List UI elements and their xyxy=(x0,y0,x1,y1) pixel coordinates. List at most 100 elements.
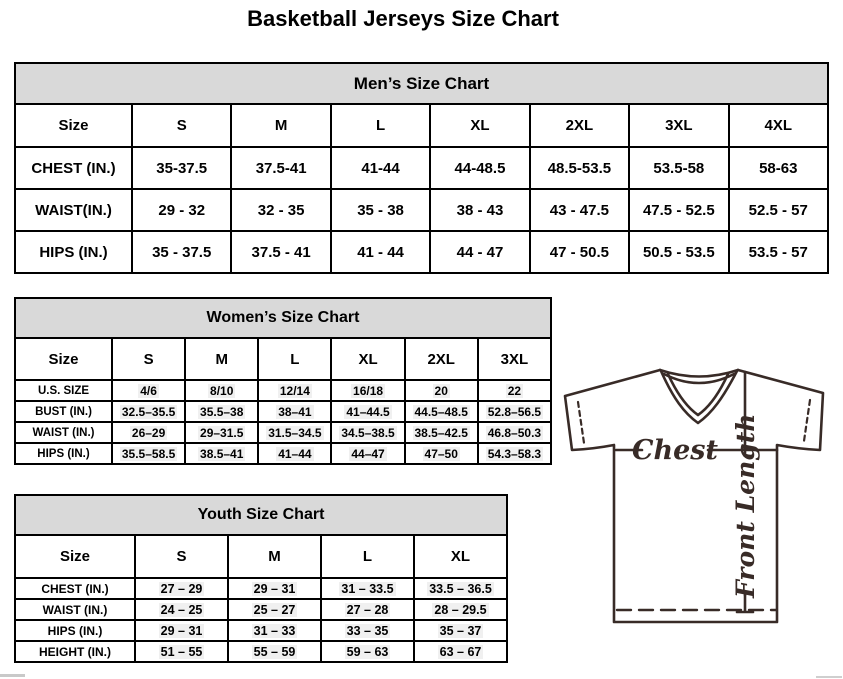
row-label: HIPS (IN.) xyxy=(14,230,133,274)
column-header-l: L xyxy=(257,337,333,381)
table-cell: 34.5–38.5 xyxy=(330,421,406,444)
table-cell: 35 - 37.5 xyxy=(130,230,233,274)
table-cell: 41–44.5 xyxy=(330,400,406,423)
table-title: Men’s Size Chart xyxy=(14,62,829,105)
row-label: BUST (IN.) xyxy=(14,400,113,423)
table-cell: 24 – 25 xyxy=(134,598,229,621)
table-cell: 53.5 - 57 xyxy=(727,230,830,274)
table-cell: 28 – 29.5 xyxy=(413,598,508,621)
table-cell: 35 - 38 xyxy=(329,188,432,232)
table-cell: 47 - 50.5 xyxy=(528,230,631,274)
left-sleeve-dashed-seam xyxy=(576,400,586,445)
column-header-3xl: 3XL xyxy=(476,337,553,381)
table-row: HIPS (IN.) 29 – 31 31 – 33 33 – 35 35 – 37 xyxy=(14,619,508,642)
table-cell: 8/10 xyxy=(184,379,260,402)
row-label: HIPS (IN.) xyxy=(14,442,113,465)
table-cell: 27 – 28 xyxy=(320,598,415,621)
row-label: CHEST (IN.) xyxy=(14,146,133,190)
womens-size-table: Women’s Size Chart Size S M L XL 2XL 3XL U.S. SI… xyxy=(14,297,553,465)
table-cell: 35.5–58.5 xyxy=(110,442,187,465)
table-cell: 27 – 29 xyxy=(134,577,229,600)
table-row: U.S. SIZE 4/6 8/10 12/14 16/18 20 22 xyxy=(14,379,553,402)
table-cell: 43 - 47.5 xyxy=(528,188,631,232)
table-cell: 35.5–38 xyxy=(184,400,260,423)
table-cell: 52.5 - 57 xyxy=(727,188,830,232)
table-cell: 29–31.5 xyxy=(184,421,260,444)
column-header-2xl: 2XL xyxy=(403,337,479,381)
column-header-xl: XL xyxy=(413,534,508,579)
row-label: WAIST (IN.) xyxy=(14,421,113,444)
table-row: HIPS (IN.) 35.5–58.5 38.5–41 41–44 44–47 47–5… xyxy=(14,442,553,465)
table-cell: 58-63 xyxy=(727,146,830,190)
table-cell: 50.5 - 53.5 xyxy=(628,230,730,274)
table-row: CHEST (IN.) 35-37.5 37.5-41 41-44 44-48.5 48.… xyxy=(14,146,830,190)
page-title: Basketball Jerseys Size Chart xyxy=(247,6,559,31)
column-header-s: S xyxy=(130,103,233,148)
table-cell: 54.3–58.3 xyxy=(476,442,553,465)
right-sleeve-dashed-seam xyxy=(802,398,812,443)
women-title-row: Women’s Size Chart xyxy=(14,297,552,339)
table-cell: 33.5 – 36.5 xyxy=(413,577,508,600)
column-header-m: M xyxy=(227,534,322,579)
row-label: CHEST (IN.) xyxy=(14,577,136,600)
table-cell: 38 - 43 xyxy=(429,188,531,232)
column-header-m: M xyxy=(230,103,332,148)
table-title: Women’s Size Chart xyxy=(14,297,552,339)
table-cell: 52.8–56.5 xyxy=(476,400,553,423)
table-cell: 31 – 33.5 xyxy=(320,577,415,600)
youth-column-header-row: Size S M L XL xyxy=(14,534,508,579)
table-cell: 44.5–48.5 xyxy=(403,400,479,423)
front-length-line xyxy=(735,370,755,614)
table-title: Youth Size Chart xyxy=(14,494,508,536)
table-cell: 44–47 xyxy=(330,442,406,465)
table-cell: 53.5-58 xyxy=(628,146,730,190)
table-cell: 37.5-41 xyxy=(230,146,332,190)
table-cell: 35-37.5 xyxy=(130,146,233,190)
column-header-xl: XL xyxy=(330,337,406,381)
vneck-outer xyxy=(659,369,739,425)
table-cell: 33 – 35 xyxy=(320,619,415,642)
table-cell: 16/18 xyxy=(330,379,406,402)
table-row: CHEST (IN.) 27 – 29 29 – 31 31 – 33.5 33.5 –… xyxy=(14,577,508,600)
table-cell: 41 - 44 xyxy=(329,230,432,274)
row-label: HIPS (IN.) xyxy=(14,619,136,642)
horizontal-scrollbar-fragment[interactable] xyxy=(0,674,25,677)
column-header-l: L xyxy=(320,534,415,579)
youth-size-table: Youth Size Chart Size S M L XL CHEST (IN.) 27 –… xyxy=(14,494,508,663)
table-cell: 22 xyxy=(476,379,553,402)
table-cell: 32 - 35 xyxy=(230,188,332,232)
table-cell: 41-44 xyxy=(329,146,432,190)
table-cell: 29 - 32 xyxy=(130,188,233,232)
collar-back-arc-outer xyxy=(658,368,740,378)
table-row: HIPS (IN.) 35 - 37.5 37.5 - 41 41 - 44 44 - … xyxy=(14,230,830,274)
table-cell: 32.5–35.5 xyxy=(110,400,187,423)
page-edge-fragment xyxy=(816,676,842,678)
table-cell: 44-48.5 xyxy=(429,146,531,190)
table-cell: 59 – 63 xyxy=(320,640,415,663)
row-label: U.S. SIZE xyxy=(14,379,113,402)
column-header-l: L xyxy=(329,103,432,148)
column-header-2xl: 2XL xyxy=(528,103,631,148)
table-row: WAIST(IN.) 29 - 32 32 - 35 35 - 38 38 - 43 43… xyxy=(14,188,830,232)
women-column-header-row: Size S M L XL 2XL 3XL xyxy=(14,337,553,381)
table-cell: 55 – 59 xyxy=(227,640,322,663)
table-row: HEIGHT (IN.) 51 – 55 55 – 59 59 – 63 63 – 67 xyxy=(14,640,508,663)
table-cell: 41–44 xyxy=(257,442,333,465)
vneck-inner xyxy=(666,372,730,417)
table-cell: 31.5–34.5 xyxy=(257,421,333,444)
jersey-outline xyxy=(563,368,825,624)
front-length-label-bg xyxy=(732,457,759,593)
column-header-4xl: 4XL xyxy=(727,103,830,148)
table-cell: 47.5 - 52.5 xyxy=(628,188,730,232)
table-cell: 38.5–41 xyxy=(184,442,260,465)
column-header-xl: XL xyxy=(429,103,531,148)
table-cell: 26–29 xyxy=(110,421,187,444)
column-header-size: Size xyxy=(14,337,113,381)
mens-size-table: Men’s Size Chart Size S M L XL 2XL 3XL 4XL CHEST … xyxy=(14,62,830,274)
table-cell: 44 - 47 xyxy=(429,230,531,274)
column-header-3xl: 3XL xyxy=(628,103,730,148)
table-cell: 38.5–42.5 xyxy=(403,421,479,444)
table-cell: 47–50 xyxy=(403,442,479,465)
men-title-row: Men’s Size Chart xyxy=(14,62,829,105)
